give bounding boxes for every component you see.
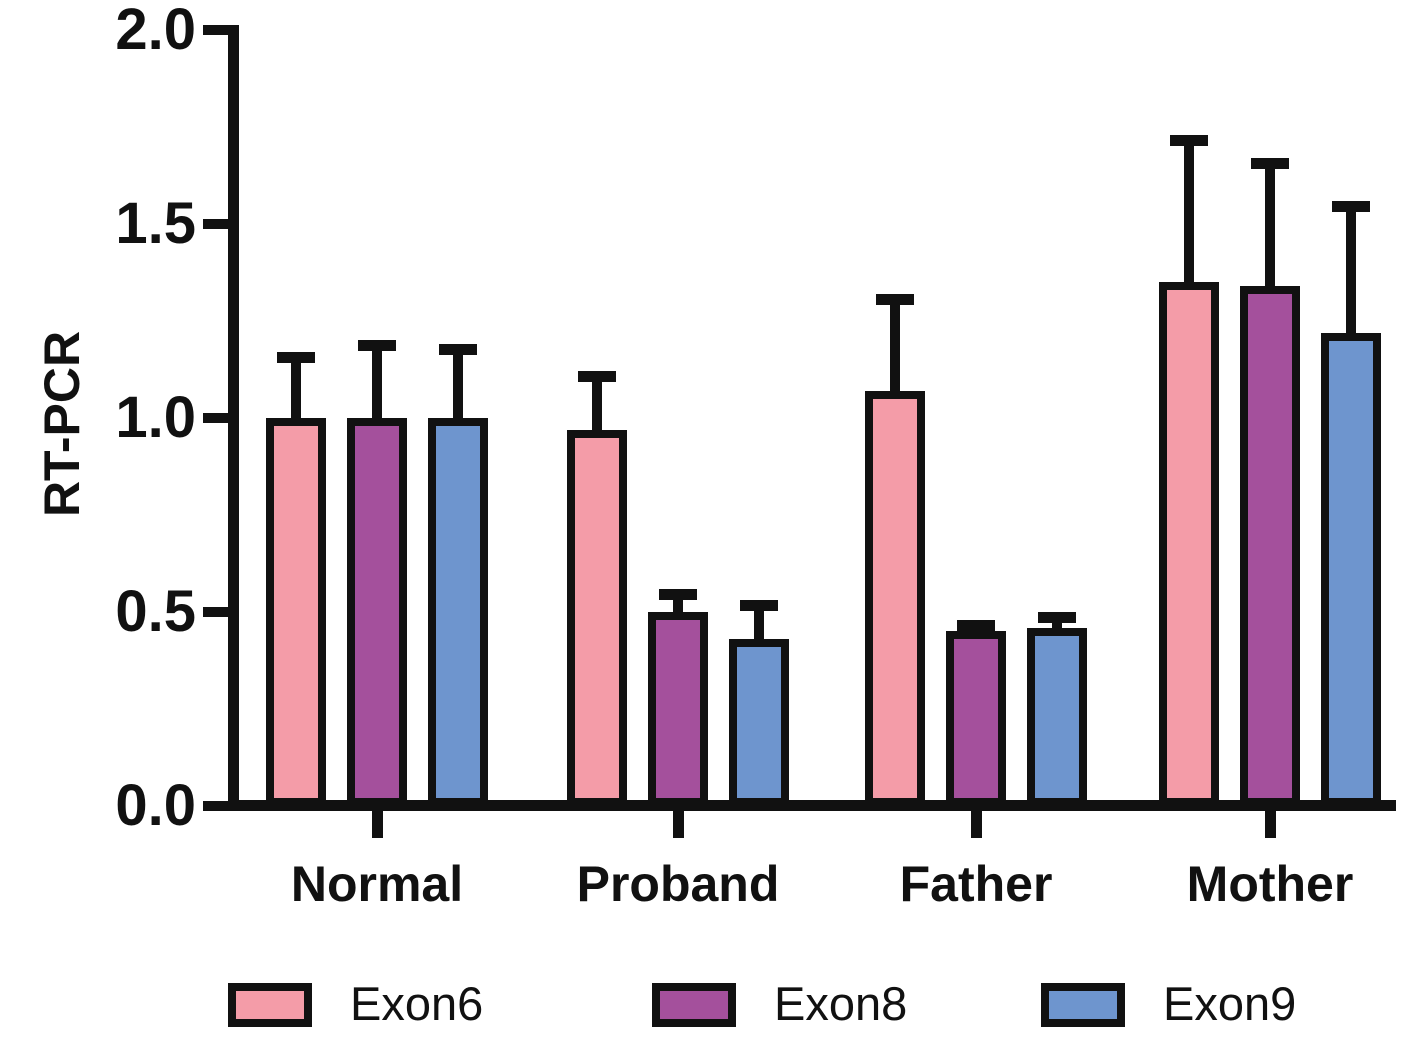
y-tick-label-2.0: 2.0 bbox=[115, 0, 196, 62]
legend-swatch-exon9 bbox=[1041, 983, 1125, 1027]
bar-proband-exon9 bbox=[729, 639, 789, 806]
error-bar-cap-proband-exon8 bbox=[659, 588, 697, 600]
y-tick-label-1.0: 1.0 bbox=[115, 385, 196, 450]
error-bar-stem-proband-exon6 bbox=[592, 375, 602, 438]
error-bar-cap-father-exon9 bbox=[1038, 612, 1076, 623]
y-axis-line bbox=[228, 25, 239, 811]
error-bar-cap-father-exon6 bbox=[876, 293, 914, 305]
legend-label-exon9: Exon9 bbox=[1163, 977, 1297, 1030]
error-bar-cap-mother-exon9 bbox=[1332, 200, 1370, 212]
x-category-label-father: Father bbox=[899, 856, 1053, 912]
error-bar-cap-proband-exon6 bbox=[578, 371, 616, 383]
y-tick-2.0 bbox=[203, 25, 233, 35]
y-tick-0.5 bbox=[203, 607, 233, 617]
bar-father-exon9 bbox=[1027, 627, 1087, 806]
error-bar-stem-normal-exon8 bbox=[372, 344, 382, 426]
bar-father-exon8 bbox=[946, 631, 1006, 806]
error-bar-stem-proband-exon9 bbox=[754, 604, 764, 648]
error-bar-cap-father-exon8 bbox=[957, 619, 995, 631]
x-tick-normal bbox=[371, 811, 383, 838]
error-bar-cap-proband-exon9 bbox=[740, 600, 778, 612]
bar-father-exon6 bbox=[865, 390, 925, 806]
x-axis-line bbox=[228, 800, 1396, 811]
error-bar-stem-normal-exon6 bbox=[291, 356, 301, 426]
y-tick-1.0 bbox=[203, 413, 233, 423]
y-tick-label-0.5: 0.5 bbox=[115, 579, 196, 644]
x-tick-father bbox=[970, 811, 982, 838]
y-tick-label-0.0: 0.0 bbox=[115, 773, 196, 838]
error-bar-stem-mother-exon8 bbox=[1265, 162, 1275, 295]
error-bar-stem-father-exon9 bbox=[1052, 616, 1062, 636]
legend-swatch-exon8 bbox=[652, 983, 736, 1027]
error-bar-cap-normal-exon6 bbox=[277, 352, 315, 364]
error-bar-stem-father-exon6 bbox=[890, 297, 900, 399]
error-bar-stem-normal-exon9 bbox=[453, 348, 463, 426]
y-tick-1.5 bbox=[203, 219, 233, 229]
error-bar-stem-mother-exon6 bbox=[1184, 138, 1194, 291]
bar-mother-exon9 bbox=[1321, 332, 1381, 806]
error-bar-cap-mother-exon6 bbox=[1170, 134, 1208, 146]
error-bar-cap-normal-exon9 bbox=[439, 344, 477, 356]
bar-mother-exon8 bbox=[1240, 286, 1300, 806]
bar-normal-exon6 bbox=[266, 418, 326, 806]
bar-proband-exon8 bbox=[648, 612, 708, 806]
error-bar-stem-mother-exon9 bbox=[1346, 204, 1356, 341]
error-bar-cap-normal-exon8 bbox=[358, 340, 396, 352]
error-bar-cap-mother-exon8 bbox=[1251, 158, 1289, 170]
x-tick-mother bbox=[1264, 811, 1276, 838]
y-tick-label-1.5: 1.5 bbox=[115, 191, 196, 256]
x-tick-proband bbox=[672, 811, 684, 838]
legend-swatch-exon6 bbox=[228, 983, 312, 1027]
y-tick-0.0 bbox=[203, 801, 233, 811]
bar-mother-exon6 bbox=[1159, 282, 1219, 806]
legend-label-exon6: Exon6 bbox=[350, 977, 484, 1030]
x-category-label-mother: Mother bbox=[1186, 856, 1354, 912]
error-bar-stem-proband-exon8 bbox=[673, 592, 683, 620]
bar-normal-exon9 bbox=[428, 418, 488, 806]
bar-normal-exon8 bbox=[347, 418, 407, 806]
bar-proband-exon6 bbox=[567, 429, 627, 806]
x-category-label-proband: Proband bbox=[576, 856, 780, 912]
legend-label-exon8: Exon8 bbox=[774, 977, 908, 1030]
x-category-label-normal: Normal bbox=[290, 856, 464, 912]
